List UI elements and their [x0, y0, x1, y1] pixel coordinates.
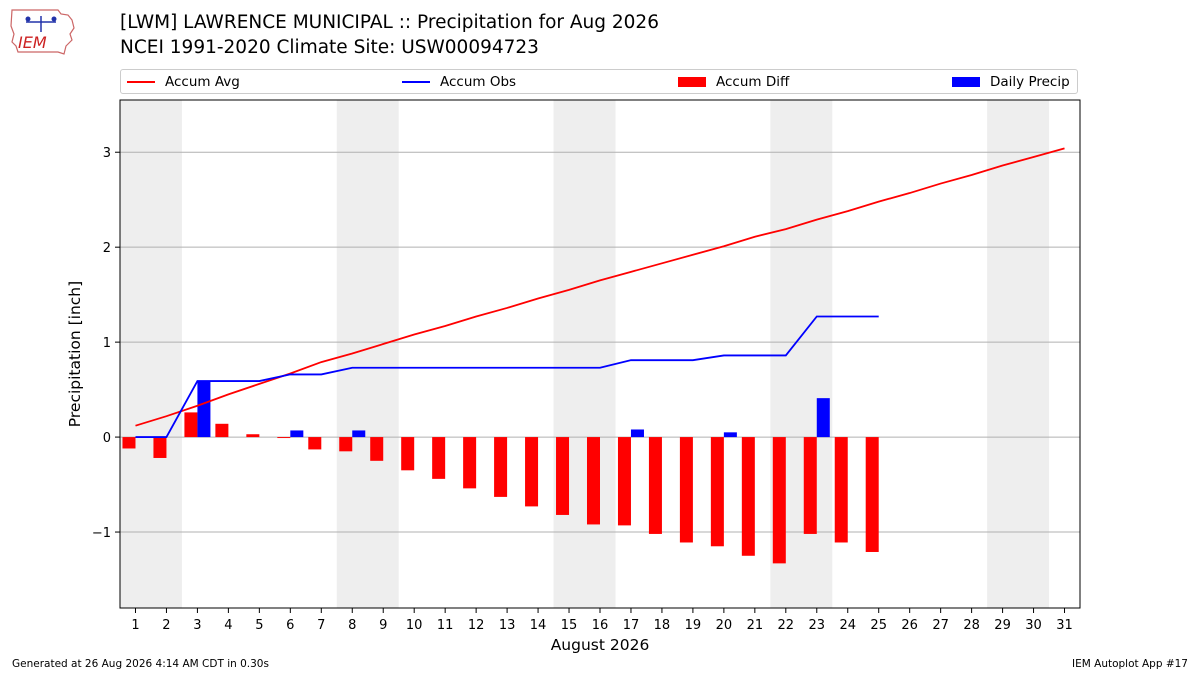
x-tick-label: 7 [317, 618, 325, 633]
accum-diff-bar [122, 437, 136, 449]
iem-logo: IEM [10, 9, 75, 55]
weekend-band [336, 100, 399, 608]
x-tick-label: 8 [348, 618, 356, 633]
legend-swatch [127, 80, 155, 83]
daily-precip-bar [816, 398, 830, 438]
accum-diff-bar [339, 437, 353, 452]
accum-avg-line [135, 147, 1065, 427]
legend-label: Daily Precip [990, 73, 1070, 90]
x-tick-label: 20 [716, 618, 733, 633]
accum-diff-bar [463, 437, 477, 489]
y-tick-label: 0 [103, 431, 111, 446]
accum-diff-bar [525, 437, 539, 507]
accum-diff-bar [153, 437, 167, 458]
accum-diff-bar [648, 437, 662, 534]
x-tick-label: 9 [379, 618, 387, 633]
legend-label: Accum Diff [716, 73, 790, 90]
y-axis-label: Precipitation [inch] [66, 281, 84, 427]
accum-diff-bar [679, 437, 693, 543]
x-tick-label: 5 [255, 618, 263, 633]
x-tick-label: 1 [131, 618, 139, 633]
accum-diff-bar [710, 437, 724, 547]
generated-timestamp: Generated at 26 Aug 2026 4:14 AM CDT in … [12, 658, 269, 670]
accum-diff-bar [370, 437, 384, 461]
x-tick-label: 6 [286, 618, 294, 633]
x-tick-label: 23 [809, 618, 826, 633]
app-credit: IEM Autoplot App #17 [1072, 658, 1188, 670]
x-tick-label: 10 [406, 618, 423, 633]
legend-swatch [678, 76, 706, 87]
legend-item-accum-diff: Accum Diff [678, 70, 789, 93]
accum-diff-bar [803, 437, 817, 534]
legend-item-daily-precip: Daily Precip [952, 70, 1070, 93]
x-tick-label: 28 [963, 618, 980, 633]
accum-diff-bar [246, 434, 260, 438]
chart-subtitle: NCEI 1991-2020 Climate Site: USW00094723 [120, 37, 539, 58]
x-tick-label: 13 [499, 618, 516, 633]
x-tick-label: 21 [747, 618, 764, 633]
accum-obs-line [135, 315, 879, 438]
chart-legend: Accum Avg Accum Obs Accum Diff Daily Pre… [120, 69, 1078, 94]
accum-diff-bar [277, 437, 291, 439]
daily-precip-bar [723, 432, 737, 438]
accum-diff-bar [494, 437, 508, 497]
accum-diff-bar [834, 437, 848, 543]
accum-diff-bar [586, 437, 600, 525]
accum-diff-bar [215, 423, 229, 438]
daily-precip-bar [197, 381, 211, 438]
x-tick-label: 18 [654, 618, 671, 633]
accum-diff-bar [184, 412, 198, 438]
legend-swatch [402, 80, 430, 83]
daily-precip-bar [352, 430, 366, 438]
y-tick-label: −1 [92, 526, 111, 541]
x-tick-label: 25 [870, 618, 887, 633]
x-tick-label: 3 [193, 618, 201, 633]
legend-label: Accum Avg [165, 73, 240, 90]
legend-swatch [952, 76, 980, 87]
y-tick-label: 2 [103, 241, 111, 256]
x-axis-label: August 2026 [551, 636, 650, 654]
x-tick-label: 26 [901, 618, 918, 633]
x-tick-label: 31 [1056, 618, 1073, 633]
y-tick-label: 1 [103, 336, 111, 351]
legend-item-accum-avg: Accum Avg [127, 70, 240, 93]
accum-diff-bar [432, 437, 446, 479]
accum-diff-bar [865, 437, 879, 552]
legend-label: Accum Obs [440, 73, 517, 90]
x-tick-label: 30 [1025, 618, 1042, 633]
x-tick-label: 14 [530, 618, 547, 633]
daily-precip-bar [290, 430, 304, 438]
accum-diff-bar [617, 437, 631, 526]
x-tick-label: 2 [162, 618, 170, 633]
accum-diff-bar [741, 437, 755, 556]
x-tick-label: 27 [932, 618, 949, 633]
accum-diff-bar [308, 437, 322, 450]
y-tick-label: 3 [103, 146, 111, 161]
weekend-band [770, 100, 833, 608]
x-tick-label: 22 [778, 618, 795, 633]
x-tick-label: 11 [437, 618, 454, 633]
x-tick-label: 29 [994, 618, 1011, 633]
x-tick-label: 15 [561, 618, 578, 633]
x-tick-label: 19 [685, 618, 702, 633]
legend-item-accum-obs: Accum Obs [402, 70, 516, 93]
weekend-band [987, 100, 1050, 608]
x-tick-label: 4 [224, 618, 232, 633]
logo-text: IEM [18, 33, 47, 52]
weekend-band [553, 100, 616, 608]
daily-precip-bar [630, 429, 644, 438]
weekend-band [120, 100, 182, 608]
accum-diff-bar [772, 437, 786, 564]
x-tick-label: 16 [592, 618, 609, 633]
chart-title: [LWM] LAWRENCE MUNICIPAL :: Precipitatio… [120, 12, 659, 33]
plot-frame [119, 99, 1081, 609]
accum-diff-bar [556, 437, 570, 515]
x-tick-label: 12 [468, 618, 485, 633]
x-tick-label: 24 [839, 618, 856, 633]
accum-diff-bar [401, 437, 415, 471]
x-tick-label: 17 [623, 618, 640, 633]
